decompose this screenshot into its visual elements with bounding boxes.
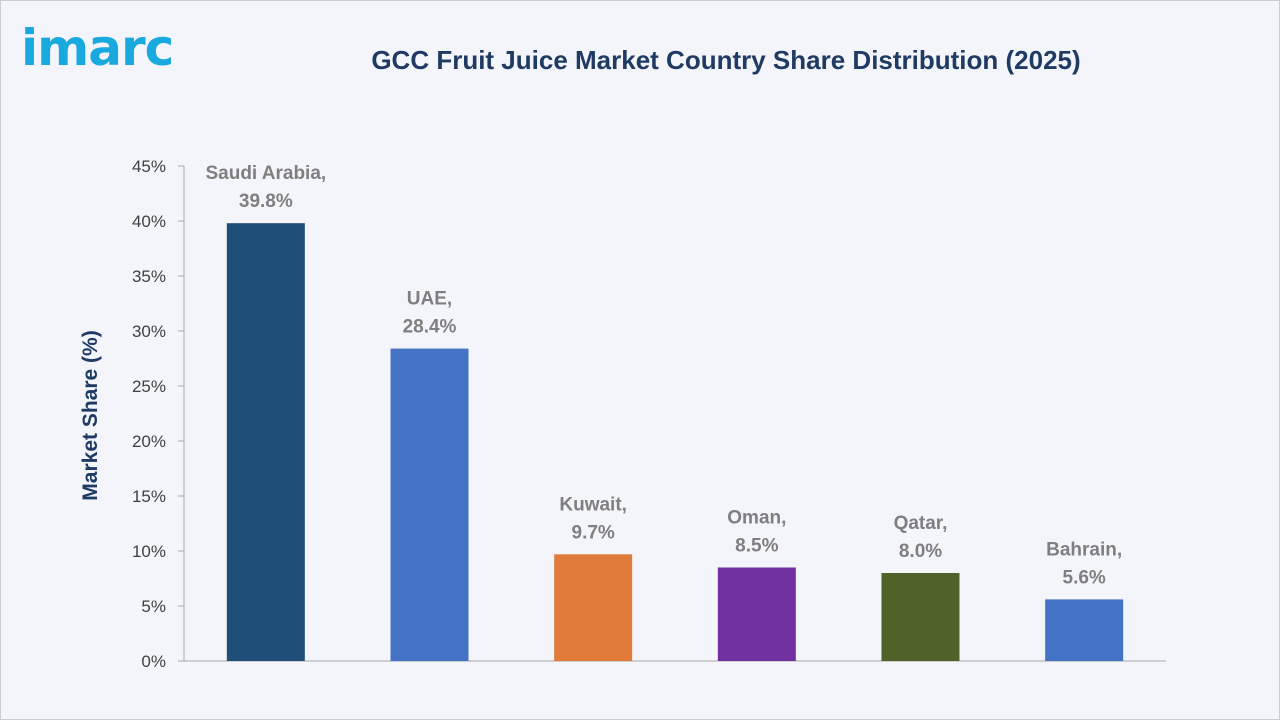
data-label-value: 8.0% xyxy=(899,541,942,562)
bar-saudi-arabia xyxy=(226,223,305,661)
data-label-category: Qatar, xyxy=(894,513,948,534)
y-tick-label: 25% xyxy=(132,377,166,396)
y-tick-label: 10% xyxy=(132,542,166,561)
data-label-category: UAE, xyxy=(407,289,452,310)
bar-kuwait xyxy=(554,554,633,661)
bar-uae xyxy=(390,348,469,661)
data-label-value: 39.8% xyxy=(239,191,293,212)
y-tick-label: 45% xyxy=(132,157,166,176)
y-tick-label: 20% xyxy=(132,432,166,451)
imarc-logo: imarc xyxy=(21,19,174,77)
y-tick-label: 40% xyxy=(132,212,166,231)
bar-qatar xyxy=(881,573,960,661)
y-axis-title: Market Share (%) xyxy=(79,330,102,500)
y-tick-label: 30% xyxy=(132,322,166,341)
data-label-category: Oman, xyxy=(727,508,786,529)
y-tick-label: 15% xyxy=(132,487,166,506)
bar-bahrain xyxy=(1045,599,1124,661)
data-label-value: 5.6% xyxy=(1063,567,1106,588)
y-tick-label: 5% xyxy=(141,597,166,616)
y-tick-label: 0% xyxy=(141,652,166,671)
data-label-value: 9.7% xyxy=(572,522,615,543)
data-label-category: Bahrain, xyxy=(1046,539,1122,560)
y-tick-label: 35% xyxy=(132,267,166,286)
bar-oman xyxy=(717,567,796,661)
data-label-category: Saudi Arabia, xyxy=(205,163,326,184)
data-label-category: Kuwait, xyxy=(559,494,627,515)
data-label-value: 28.4% xyxy=(403,317,457,338)
data-label-value: 8.5% xyxy=(735,536,778,557)
chart-title: GCC Fruit Juice Market Country Share Dis… xyxy=(371,45,1081,75)
